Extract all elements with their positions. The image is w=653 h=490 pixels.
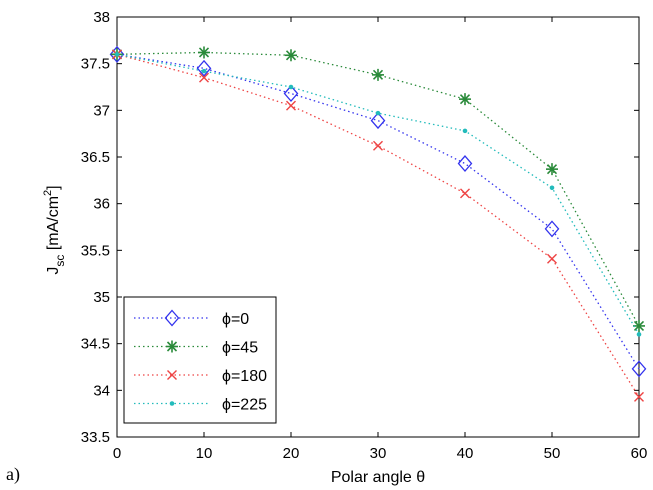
asterisk-stroke <box>285 50 297 61</box>
asterisk-stroke <box>459 94 471 105</box>
asterisk-marker <box>166 340 178 353</box>
x-marker <box>286 100 296 111</box>
asterisk-marker <box>633 319 645 332</box>
point-marker <box>201 68 207 74</box>
diamond-marker <box>544 220 560 238</box>
series-line <box>116 53 640 335</box>
point-marker <box>114 52 120 57</box>
series-3 <box>114 52 642 337</box>
y-tick-label: 35.5 <box>81 242 110 259</box>
data-series <box>109 45 647 402</box>
legend-label: ϕ=225 <box>222 397 267 414</box>
x-marker <box>167 370 177 380</box>
y-tick-label: 34.5 <box>81 336 110 353</box>
x-tick-label: 0 <box>113 445 121 462</box>
legend-label: ϕ=180 <box>222 368 267 385</box>
y-tick-label: 34 <box>93 382 110 399</box>
diamond-marker <box>283 85 299 103</box>
series-line <box>116 51 640 327</box>
x-marker <box>460 188 470 199</box>
x-marker <box>199 72 209 83</box>
x-tick-label: 10 <box>196 445 213 462</box>
y-tick-label: 33.5 <box>81 429 110 446</box>
y-tick-label: 37 <box>93 102 110 119</box>
diamond-marker <box>109 45 125 63</box>
diamond-marker <box>164 309 180 327</box>
y-tick-label: 35 <box>93 289 110 306</box>
x-marker <box>547 253 557 264</box>
asterisk-stroke <box>198 47 210 58</box>
x-stroke <box>373 140 383 151</box>
series-0 <box>109 45 647 378</box>
y-axis-label: Jsc [mA/cm2] <box>42 185 67 274</box>
legend-label: ϕ=0 <box>222 311 249 328</box>
x-stroke <box>167 370 177 380</box>
x-stroke <box>547 253 557 264</box>
diamond-marker <box>196 59 212 77</box>
diamond-marker <box>370 112 386 130</box>
x-tick-label: 20 <box>283 445 300 462</box>
point-marker <box>549 185 555 191</box>
y-label-superscript: 2 <box>42 190 54 196</box>
asterisk-marker <box>459 93 471 106</box>
x-stroke <box>286 100 296 111</box>
legend-label: ϕ=45 <box>222 340 258 357</box>
y-tick-label: 38 <box>93 9 110 26</box>
x-tick-label: 30 <box>370 445 387 462</box>
point-marker <box>375 110 381 116</box>
y-label-main: J <box>45 267 62 275</box>
y-label-subscript: sc <box>53 255 67 267</box>
y-tick-label: 36.5 <box>81 149 110 166</box>
point-marker <box>462 128 468 134</box>
diamond-marker <box>631 360 647 378</box>
series-1 <box>111 46 645 332</box>
asterisk-stroke <box>372 69 384 80</box>
x-marker <box>634 391 644 402</box>
asterisk-stroke <box>633 320 645 331</box>
diamond-marker <box>457 155 473 173</box>
panel-label: a) <box>6 464 20 485</box>
asterisk-marker <box>285 49 297 62</box>
asterisk-marker <box>372 68 384 81</box>
point-marker <box>636 332 642 337</box>
y-label-unit-end: ] <box>45 185 62 189</box>
x-tick-label: 40 <box>457 445 474 462</box>
legend-box <box>123 296 277 424</box>
y-tick-label: 36 <box>93 196 110 213</box>
x-axis-label: Polar angle θ <box>331 469 425 486</box>
point-marker <box>169 401 175 406</box>
x-tick-label: 50 <box>544 445 561 462</box>
x-stroke <box>634 391 644 402</box>
x-marker <box>373 140 383 151</box>
asterisk-marker <box>198 46 210 59</box>
point-marker <box>288 84 294 90</box>
asterisk-stroke <box>166 341 178 352</box>
axes: 0 10 20 30 40 50 60 33.5 34 34.5 35 35.5 36 36.5 37 37.… <box>81 9 648 462</box>
x-stroke <box>460 188 470 199</box>
x-stroke <box>199 72 209 83</box>
x-tick-label: 60 <box>631 445 648 462</box>
asterisk-stroke <box>546 164 558 175</box>
asterisk-marker <box>546 163 558 176</box>
y-label-unit: [mA/cm <box>45 196 62 255</box>
legend: ϕ=0 ϕ=45 ϕ=180 ϕ=225 <box>123 296 277 424</box>
y-tick-label: 37.5 <box>81 56 110 73</box>
